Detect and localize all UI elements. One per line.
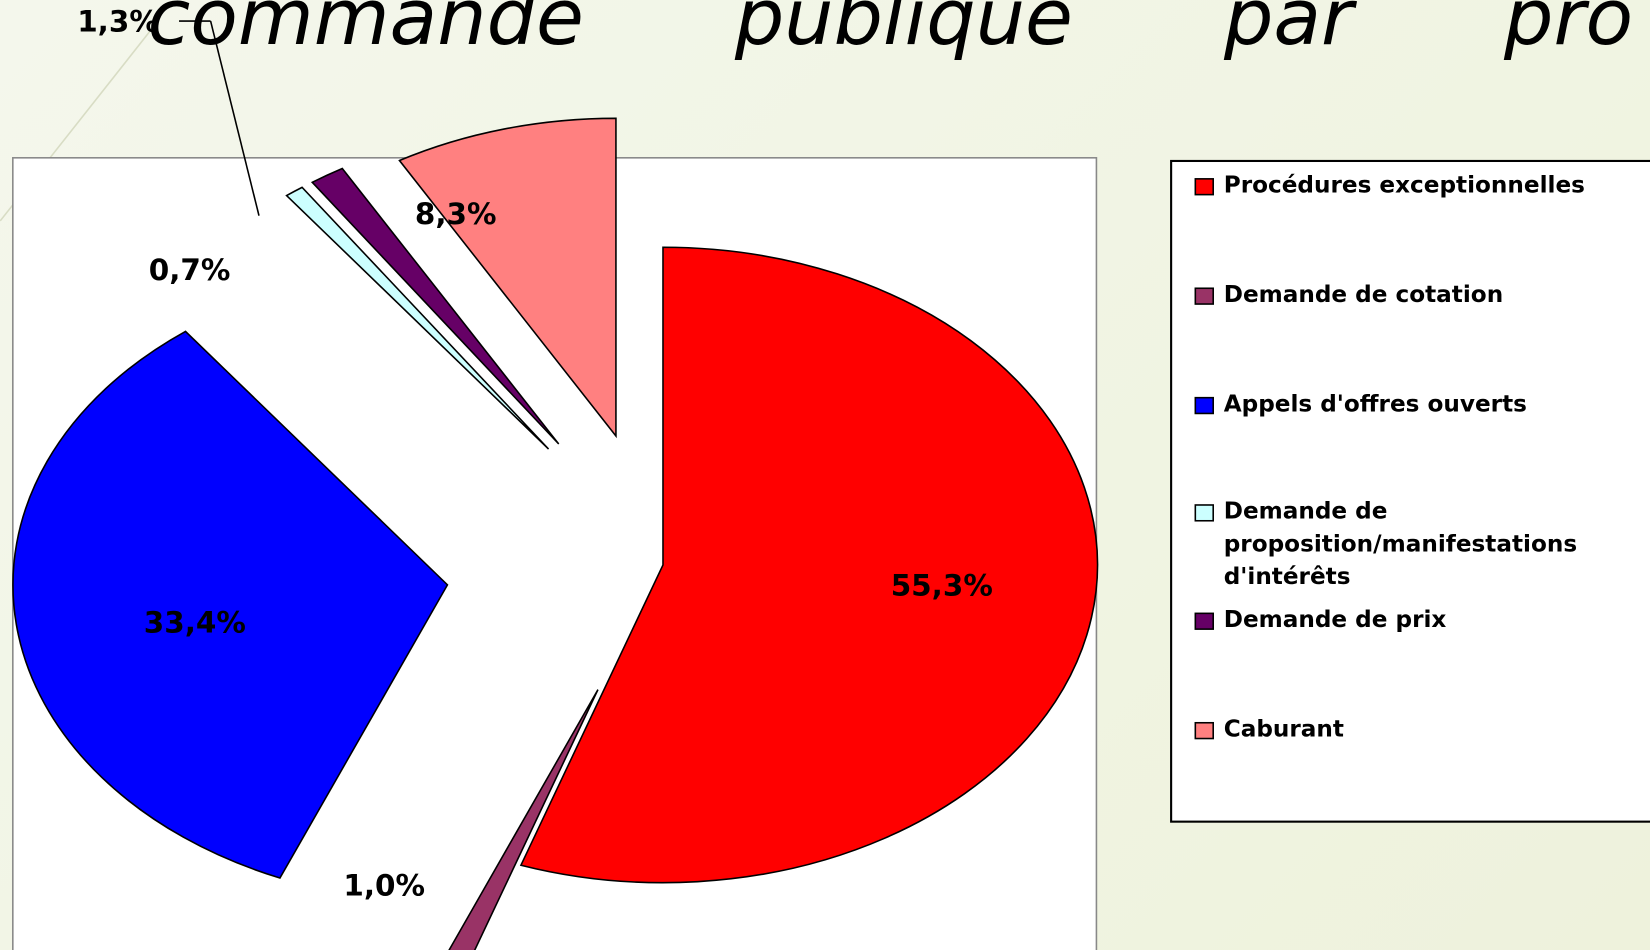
legend-item: Demande de cotation (1223, 281, 1504, 309)
legend-box (1170, 159, 1650, 823)
pie-slice (519, 246, 1099, 884)
pie-slice (12, 330, 449, 879)
legend-item: Appels d'offres ouverts (1223, 391, 1527, 418)
data-label: 55,3% (891, 569, 993, 603)
data-label: 8,3% (415, 197, 497, 231)
legend-item: Caburant (1223, 716, 1344, 743)
legend-swatch (1194, 504, 1214, 522)
legend-label: Demande de proposition/manifestations d'… (1223, 498, 1578, 591)
legend-label: Demande de prix (1223, 607, 1447, 634)
pie-slice (285, 186, 550, 450)
pie-slice (448, 689, 599, 950)
pie-slice (310, 167, 560, 445)
legend-item: Procédures exceptionnelles (1223, 172, 1585, 199)
pie: 55,3% 1,0% 33,4% 0,7% 1,3% 8,3% (12, 5, 1099, 950)
data-label: 33,4% (144, 605, 246, 639)
slide-title: commande publique par pro (147, 0, 1633, 63)
legend-item: Demande de prix (1223, 607, 1447, 634)
data-label: 1,0% (343, 868, 425, 902)
legend-label: Procédures exceptionnelles (1223, 172, 1585, 199)
legend-swatch (1194, 178, 1214, 196)
legend-label: Caburant (1223, 716, 1344, 743)
data-label: 0,7% (149, 253, 231, 287)
legend-item: Demande de proposition/manifestations d'… (1223, 498, 1578, 591)
legend-swatch (1194, 612, 1214, 630)
legend-swatch (1194, 287, 1214, 305)
data-label: 1,3% (77, 5, 159, 39)
legend-label: Appels d'offres ouverts (1223, 391, 1527, 418)
legend-swatch (1194, 721, 1214, 740)
legend-label: Demande de cotation (1223, 281, 1504, 309)
pie-slice (398, 117, 617, 439)
legend: Procédures exceptionnelles Demande de cot… (1194, 172, 1585, 743)
legend-swatch (1194, 396, 1214, 415)
leader-line (209, 20, 260, 216)
